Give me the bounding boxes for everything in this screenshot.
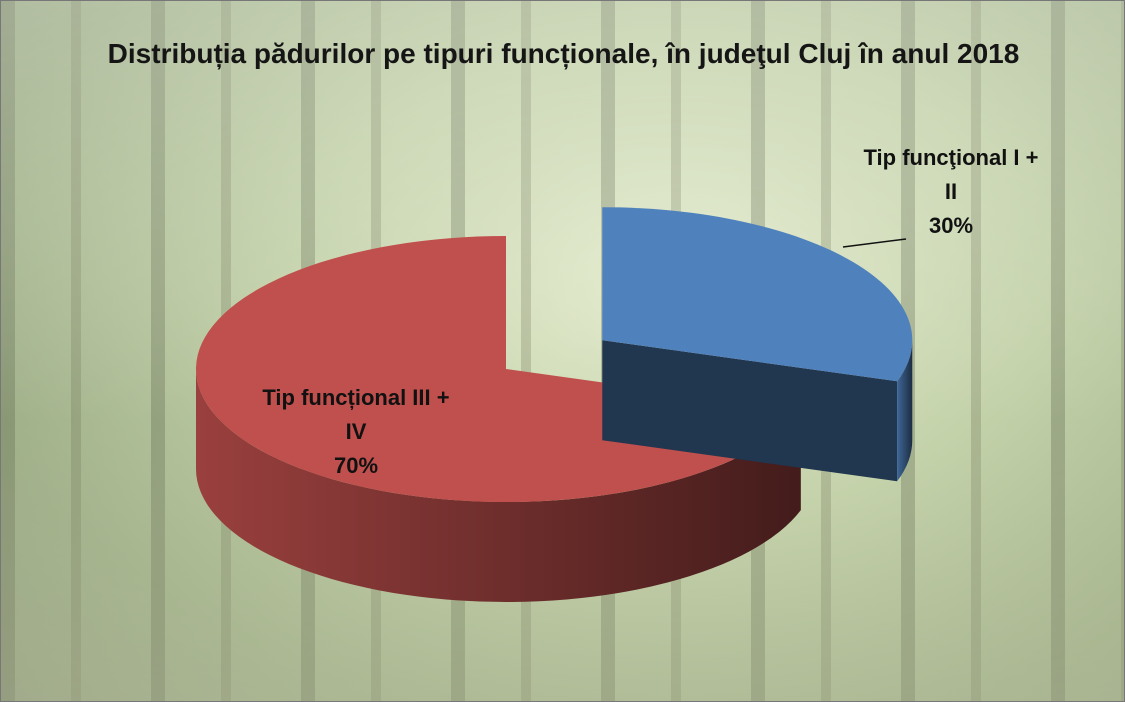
category-label: Tip funcţional I + II — [863, 145, 1039, 204]
leader-line — [842, 238, 907, 248]
slice — [602, 207, 913, 482]
slice-side — [196, 369, 801, 602]
slice-side — [602, 340, 898, 482]
chart-title: Distribuția pădurilor pe tipuri funcțion… — [107, 38, 1020, 69]
slice-top — [602, 207, 913, 382]
slice-label: Tip funcțional III + IV 70% — [256, 381, 456, 483]
slice-label: Tip funcţional I + II 30% — [856, 141, 1046, 243]
slice-side — [897, 340, 913, 482]
category-label: Tip funcțional III + IV — [262, 385, 450, 444]
value-label: 70% — [333, 453, 379, 478]
value-label: 30% — [928, 213, 974, 238]
